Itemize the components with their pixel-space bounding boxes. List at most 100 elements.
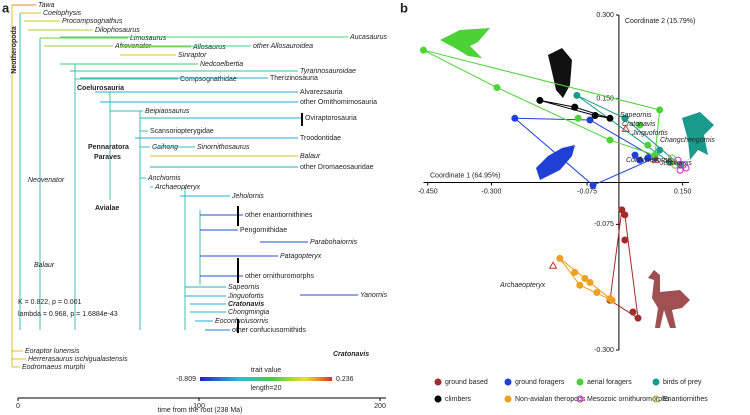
taxon-label: Nedcoelbertia <box>200 61 243 68</box>
point <box>621 114 629 122</box>
point <box>656 106 664 114</box>
annotation: Cratonavis <box>622 121 656 128</box>
taxon-label: Troodontidae <box>300 135 341 142</box>
taxon-label: Dilophosaurus <box>95 27 140 34</box>
point <box>493 84 501 92</box>
taxon-label: Procompsognathus <box>62 18 123 25</box>
point <box>651 155 661 164</box>
time-tick-label: 200 <box>374 403 386 410</box>
point <box>671 161 679 169</box>
taxon-label: Sapeornis <box>228 284 260 291</box>
point <box>576 281 584 289</box>
legend-marker <box>652 395 660 403</box>
legend-marker <box>434 395 442 403</box>
clade-label: Pennaratora <box>88 144 129 151</box>
legend-marker <box>576 378 584 386</box>
point <box>511 114 519 122</box>
annotation: Changchengornis <box>660 137 715 144</box>
taxon-label: Sinraptor <box>178 52 207 59</box>
panel-label: a <box>2 0 10 15</box>
point <box>636 156 644 164</box>
legend-label: ground foragers <box>515 379 565 386</box>
legend-label: ground based <box>445 379 488 386</box>
point <box>656 146 664 154</box>
legend-marker <box>652 378 660 386</box>
taxon-label: Eodromaeus murphi <box>22 364 85 371</box>
legend-label: birds of prey <box>663 379 702 386</box>
point <box>574 114 582 122</box>
point <box>593 288 601 296</box>
point <box>644 154 652 162</box>
y-tick-label: -0.075 <box>594 221 614 228</box>
legend-label: Enantiornithes <box>663 396 708 403</box>
taxon-label: Patagopteryx <box>280 253 322 260</box>
clade-label: Paraves <box>94 154 121 161</box>
taxon-label: Chongmingia <box>228 309 269 316</box>
taxon-label: other confuciusornithids <box>232 327 306 334</box>
annotation: Confuciusornis <box>626 157 673 164</box>
aerial-silhouette <box>440 28 490 58</box>
colorbar-max: 0.236 <box>336 376 354 383</box>
clade-label: Neotheropoda <box>11 26 18 74</box>
legend-marker <box>504 395 512 403</box>
point <box>634 314 642 322</box>
annotation: Jeholornis <box>659 160 692 167</box>
stat-text: lambda = 0.968, p = 1.6884e-43 <box>18 311 118 318</box>
taxon-label: Balaur <box>300 153 321 160</box>
taxon-label: Tawa <box>38 2 55 9</box>
taxon-label: Pengornithidae <box>240 227 287 234</box>
panel-label: b <box>400 0 408 15</box>
point <box>682 164 690 172</box>
point <box>548 261 558 269</box>
taxon-label: Eoraptor lunensis <box>25 348 80 355</box>
x-tick-label: 0.150 <box>674 188 692 195</box>
taxon-label: Allosaurus <box>192 44 226 51</box>
x-tick-label: -0.450 <box>418 188 438 195</box>
point <box>581 275 589 283</box>
point <box>606 114 614 122</box>
point <box>586 116 594 124</box>
taxon-label: other Allosauroidea <box>253 43 313 50</box>
taxon-label: Cratonavis <box>228 301 264 308</box>
taxon-label: Herrerasaurus ischigualastensis <box>28 356 128 363</box>
taxon-label: Yanornis <box>360 292 388 299</box>
annotation: Sapeornis <box>620 112 652 119</box>
colorbar-title: trait value <box>251 367 281 374</box>
y-tick-label: 0.300 <box>596 12 614 19</box>
point <box>573 91 581 99</box>
time-tick-label: 100 <box>193 403 205 410</box>
legend-label: Non-avialan theropods <box>515 396 586 403</box>
colorbar <box>200 377 332 381</box>
point <box>420 46 427 54</box>
taxon-label: Balaur <box>34 262 55 269</box>
taxon-label: Tyrannosauroidae <box>300 68 356 75</box>
point <box>668 154 676 162</box>
annotation: Jinguofortis <box>631 130 668 137</box>
taxon-label: other Ornithomimosauria <box>300 99 377 106</box>
taxon-label: Cratonavis <box>333 351 369 358</box>
taxon-label: Sinornithosaurus <box>197 144 250 151</box>
taxon-label: other Dromaeosauridae <box>300 164 374 171</box>
point <box>591 112 599 119</box>
silhouettes <box>440 28 714 328</box>
stat-text: K = 0.822, p = 0.001 <box>18 299 82 306</box>
point <box>621 236 629 244</box>
point <box>556 254 564 262</box>
point <box>629 308 637 316</box>
taxon-label: Therizinosauria <box>270 75 318 82</box>
annotation: Archaeopteryx <box>499 282 546 289</box>
taxon-label: other ornithuromorphs <box>245 273 314 280</box>
point <box>606 295 614 303</box>
point <box>589 181 597 189</box>
point <box>621 124 631 132</box>
clade-label: Avialae <box>95 205 119 212</box>
point <box>621 211 629 219</box>
clade-label: Coelurosauria <box>77 85 124 92</box>
taxon-label: Neovenator <box>28 177 65 184</box>
taxon-label: Oviraptorosauria <box>305 115 357 122</box>
point <box>636 121 644 129</box>
taxon-label: Coelophysis <box>43 10 82 17</box>
taxon-label: Beipiaosaurus <box>145 108 190 115</box>
